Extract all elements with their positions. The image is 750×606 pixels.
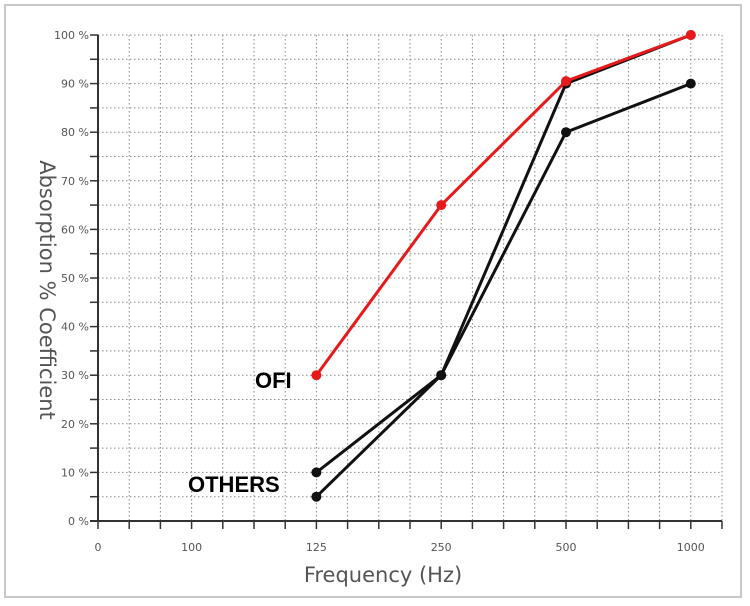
series-line-ofi xyxy=(315,33,692,377)
y-tick-label: 40 % xyxy=(61,321,89,334)
y-tick-label: 0 % xyxy=(68,515,89,528)
x-tick-label: 250 xyxy=(431,541,452,554)
data-point-ofi xyxy=(436,200,447,211)
x-tick-label: 100 xyxy=(181,541,202,554)
y-tick-label: 20 % xyxy=(61,418,89,431)
data-point-others xyxy=(311,491,322,502)
data-point-ofi xyxy=(311,370,322,381)
x-tick-label: 125 xyxy=(306,541,327,554)
annotation-ofi: OFI xyxy=(255,368,292,393)
chart-frame xyxy=(4,4,742,598)
x-axis-label: Frequency (Hz) xyxy=(304,563,462,587)
data-point-others xyxy=(561,127,571,138)
data-point-others xyxy=(436,370,447,381)
data-point-others xyxy=(685,78,696,89)
y-tick-label: 70 % xyxy=(61,175,89,188)
y-tick-label: 80 % xyxy=(61,126,89,139)
data-point-others xyxy=(311,467,322,478)
axes: 0 100 125 250 500 1000 0 % 10 % 20 % 30 % 40 % 50 %… xyxy=(54,29,723,554)
y-tick-label: 100 % xyxy=(54,29,89,42)
y-tick-label: 50 % xyxy=(61,272,89,285)
y-tick-label: 90 % xyxy=(61,78,89,91)
y-axis-label: Absorption % Coefficient xyxy=(35,160,59,420)
series xyxy=(311,30,696,502)
y-tick-label: 10 % xyxy=(61,466,89,479)
data-point-ofi xyxy=(685,30,696,40)
x-tick-label: 1000 xyxy=(677,541,705,554)
grid xyxy=(98,34,723,521)
annotation-others: OTHERS xyxy=(188,472,280,497)
x-tick-label: 0 xyxy=(95,541,102,554)
y-tick-label: 60 % xyxy=(61,223,89,236)
data-point-ofi xyxy=(561,76,571,87)
x-tick-label: 500 xyxy=(556,541,577,554)
y-tick-label: 30 % xyxy=(61,369,89,382)
series-line-others xyxy=(315,82,692,498)
